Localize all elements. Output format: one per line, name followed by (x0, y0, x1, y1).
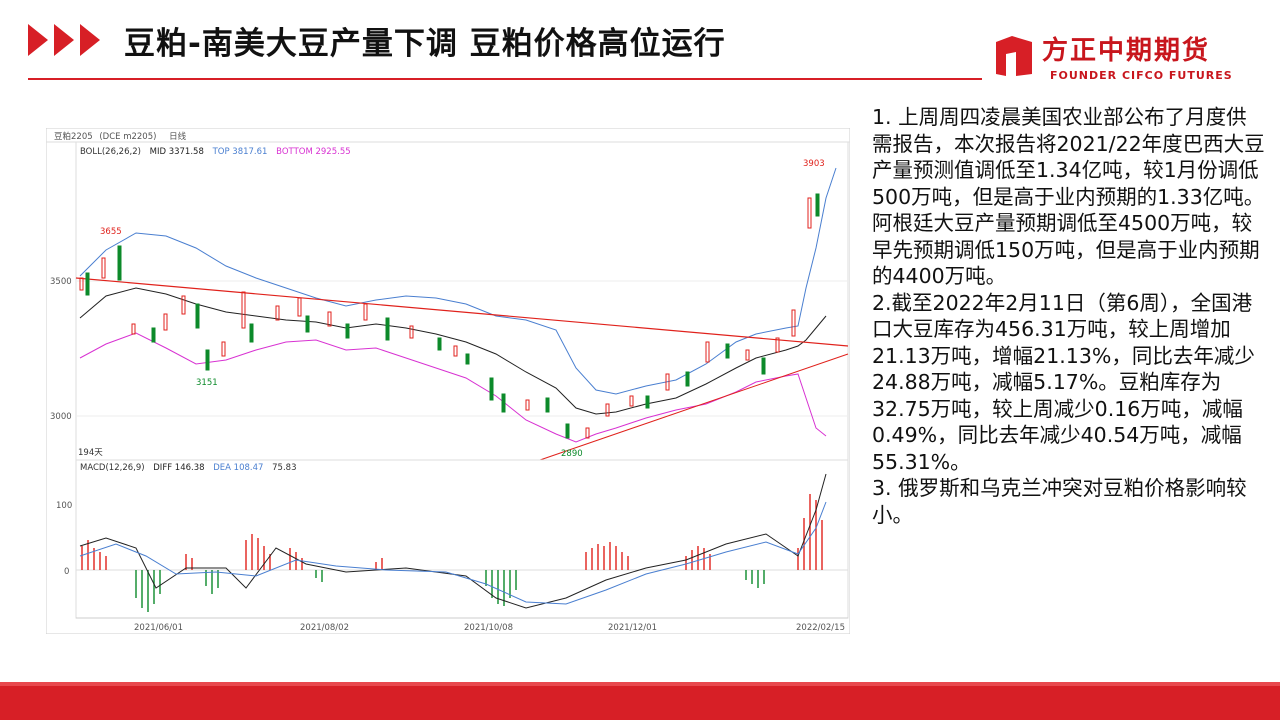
svg-text:MACD(12,26,9) DIFF 146.38: MACD(12,26,9) DIFF 146.38 DEA 108.47 75.… (80, 463, 296, 473)
x-label-1008: 2021/10/08 (464, 623, 513, 633)
founder-logo-icon (996, 36, 1032, 76)
boll-bottom-line (79, 332, 827, 443)
footer-bar (0, 682, 1280, 720)
high-label-3903: 3903 (803, 159, 825, 169)
macd-dea: DEA 108.47 (213, 463, 263, 473)
x-label-0601: 2021/06/01 (134, 623, 183, 633)
boll-mid-line (79, 287, 827, 415)
footer-highlight (0, 682, 1280, 686)
chevron-icon (80, 24, 100, 56)
high-label-3655: 3655 (100, 227, 122, 237)
days-count: 194天 (78, 448, 103, 458)
macd-value: 75.83 (272, 463, 296, 473)
x-label-0802: 2021/08/02 (300, 623, 349, 633)
analysis-text: 1. 上周周四凌晨美国农业部公布了月度供需报告，本次报告将2021/22年度巴西… (872, 104, 1267, 528)
x-label-0215: 2022/02/15 (796, 623, 845, 633)
boll-top-line (79, 167, 837, 395)
y-label-3000: 3000 (50, 412, 72, 422)
instrument-label: 豆粕2205 (54, 131, 93, 142)
paragraph-usda-report: 1. 上周周四凌晨美国农业部公布了月度供需报告，本次报告将2021/22年度巴西… (872, 105, 1265, 288)
macd-diff-line (79, 473, 827, 609)
logo-text-en: FOUNDER CIFCO FUTURES (1050, 69, 1233, 82)
macd-y-100: 100 (56, 501, 72, 511)
macd-dea-line (79, 501, 827, 605)
svg-text:豆粕2205 (DCE m2205) 日线: 豆粕2205 (DCE m2205) 日线 (54, 131, 187, 142)
y-label-3500: 3500 (50, 277, 72, 287)
resistance-trendline (75, 277, 849, 347)
chevron-icon (28, 24, 48, 56)
macd-label: MACD(12,26,9) (80, 463, 145, 473)
logo-text-cn: 方正中期期货 (1042, 36, 1211, 66)
chevron-icon (54, 24, 74, 56)
svg-text:BOLL(26,26,2) MID 3371.58: BOLL(26,26,2) MID 3371.58 TOP 3817.61 BO… (80, 147, 351, 157)
paragraph-russia-ukraine: 3. 俄罗斯和乌克兰冲突对豆粕价格影响较小。 (872, 476, 1247, 527)
period-label: 日线 (169, 131, 187, 142)
instrument-meta: (DCE m2205) (99, 132, 156, 142)
low-label-3151: 3151 (196, 378, 218, 388)
boll-mid: MID 3371.58 (150, 147, 204, 157)
title-divider (28, 78, 982, 80)
support-trendline (539, 353, 849, 461)
low-label-2890: 2890 (561, 449, 583, 459)
macd-diff: DIFF 146.38 (153, 463, 204, 473)
paragraph-port-inventory: 2.截至2022年2月11日（第6周），全国港口大豆库存为456.31万吨，较上… (872, 290, 1255, 474)
price-chart: 豆粕2205 (DCE m2205) 日线 BOLL(26,26,2) MID … (46, 128, 850, 634)
boll-label: BOLL(26,26,2) (80, 147, 141, 157)
macd-y-0: 0 (64, 567, 69, 577)
x-label-1201: 2021/12/01 (608, 623, 657, 633)
candlesticks (79, 193, 820, 439)
boll-top: TOP 3817.61 (212, 147, 268, 157)
macd-histogram (81, 494, 823, 612)
page-title: 豆粕-南美大豆产量下调 豆粕价格高位运行 (124, 26, 726, 62)
boll-bottom: BOTTOM 2925.55 (276, 147, 350, 157)
